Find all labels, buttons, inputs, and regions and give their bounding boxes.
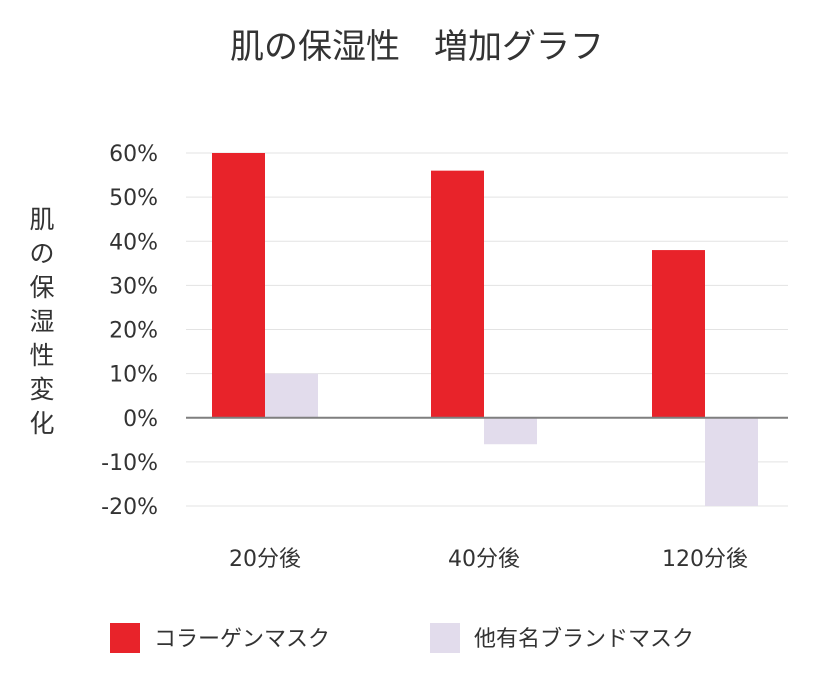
x-tick-label: 120分後 xyxy=(662,547,748,572)
bar-other-1 xyxy=(484,417,537,445)
y-axis-label-char: 性 xyxy=(29,341,54,370)
bar-collagen-2 xyxy=(652,250,705,418)
y-tick-label: 60% xyxy=(109,142,158,167)
bar-other-2 xyxy=(705,417,758,506)
y-tick-label: 40% xyxy=(109,230,158,255)
y-axis-label-char: 変 xyxy=(29,375,54,404)
y-axis-label-char: 肌 xyxy=(29,205,54,234)
bars xyxy=(212,153,758,506)
bar-other-0 xyxy=(265,373,318,418)
y-axis-label-char: 保 xyxy=(29,273,54,302)
x-tick-label: 40分後 xyxy=(448,547,520,572)
chart-title: 肌の保湿性 増加グラフ xyxy=(230,27,604,67)
y-tick-label: -20% xyxy=(101,495,158,520)
y-axis-ticks: 60% 50% 40% 30% 20% 10% 0% -10% -20% xyxy=(101,142,158,520)
y-tick-label: 30% xyxy=(109,274,158,299)
y-tick-label: 20% xyxy=(109,319,158,344)
legend-swatch xyxy=(430,623,460,653)
legend-label: 他有名ブランドマスク xyxy=(474,627,694,652)
y-tick-label: 0% xyxy=(123,407,158,432)
y-tick-label: 10% xyxy=(109,363,158,388)
x-tick-label: 20分後 xyxy=(229,547,301,572)
y-axis-label-char: 湿 xyxy=(29,307,54,336)
y-axis-label-char: 化 xyxy=(29,409,54,438)
legend: コラーゲンマスク 他有名ブランドマスク xyxy=(110,623,694,653)
bar-collagen-0 xyxy=(212,153,265,418)
y-tick-label: 50% xyxy=(109,186,158,211)
legend-swatch xyxy=(110,623,140,653)
bar-collagen-1 xyxy=(431,170,484,418)
y-axis-label-char: の xyxy=(29,239,54,268)
y-tick-label: -10% xyxy=(101,451,158,476)
legend-label: コラーゲンマスク xyxy=(154,627,330,652)
x-axis-ticks: 20分後 40分後 120分後 xyxy=(229,547,748,572)
